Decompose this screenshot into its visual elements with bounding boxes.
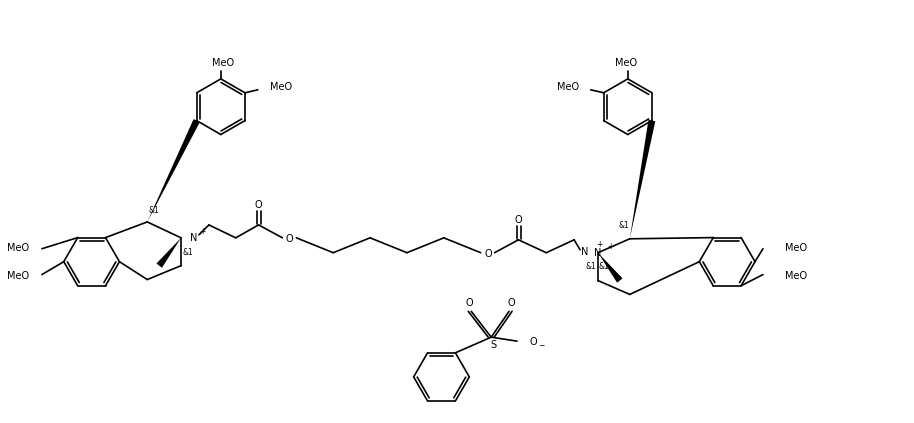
Text: N: N [190, 233, 197, 243]
Polygon shape [598, 253, 622, 283]
Text: MeO: MeO [270, 82, 292, 92]
Text: MeO: MeO [7, 271, 29, 280]
Text: −: − [537, 342, 544, 351]
Text: N: N [580, 247, 588, 257]
Polygon shape [156, 238, 181, 268]
Text: MeO: MeO [785, 271, 807, 280]
Text: O: O [507, 298, 515, 308]
Text: MeO: MeO [7, 243, 29, 253]
Text: &1: &1 [585, 262, 596, 271]
Text: N: N [594, 248, 601, 258]
Polygon shape [630, 120, 655, 239]
Text: &1: &1 [148, 206, 159, 214]
Text: O: O [255, 200, 262, 210]
Text: &1: &1 [182, 248, 193, 257]
Polygon shape [147, 119, 200, 222]
Text: S: S [490, 340, 496, 350]
Text: MeO: MeO [557, 82, 579, 92]
Text: MeO: MeO [785, 243, 807, 253]
Text: &1: &1 [618, 221, 629, 231]
Text: &1: &1 [599, 262, 610, 271]
Text: O: O [465, 298, 473, 308]
Text: +: + [596, 240, 602, 249]
Text: +: + [199, 228, 206, 236]
Text: MeO: MeO [615, 58, 637, 68]
Text: MeO: MeO [212, 58, 234, 68]
Text: O: O [515, 215, 522, 225]
Text: O: O [484, 249, 493, 259]
Text: +: + [607, 242, 613, 251]
Text: O: O [529, 337, 537, 347]
Text: O: O [285, 234, 293, 244]
